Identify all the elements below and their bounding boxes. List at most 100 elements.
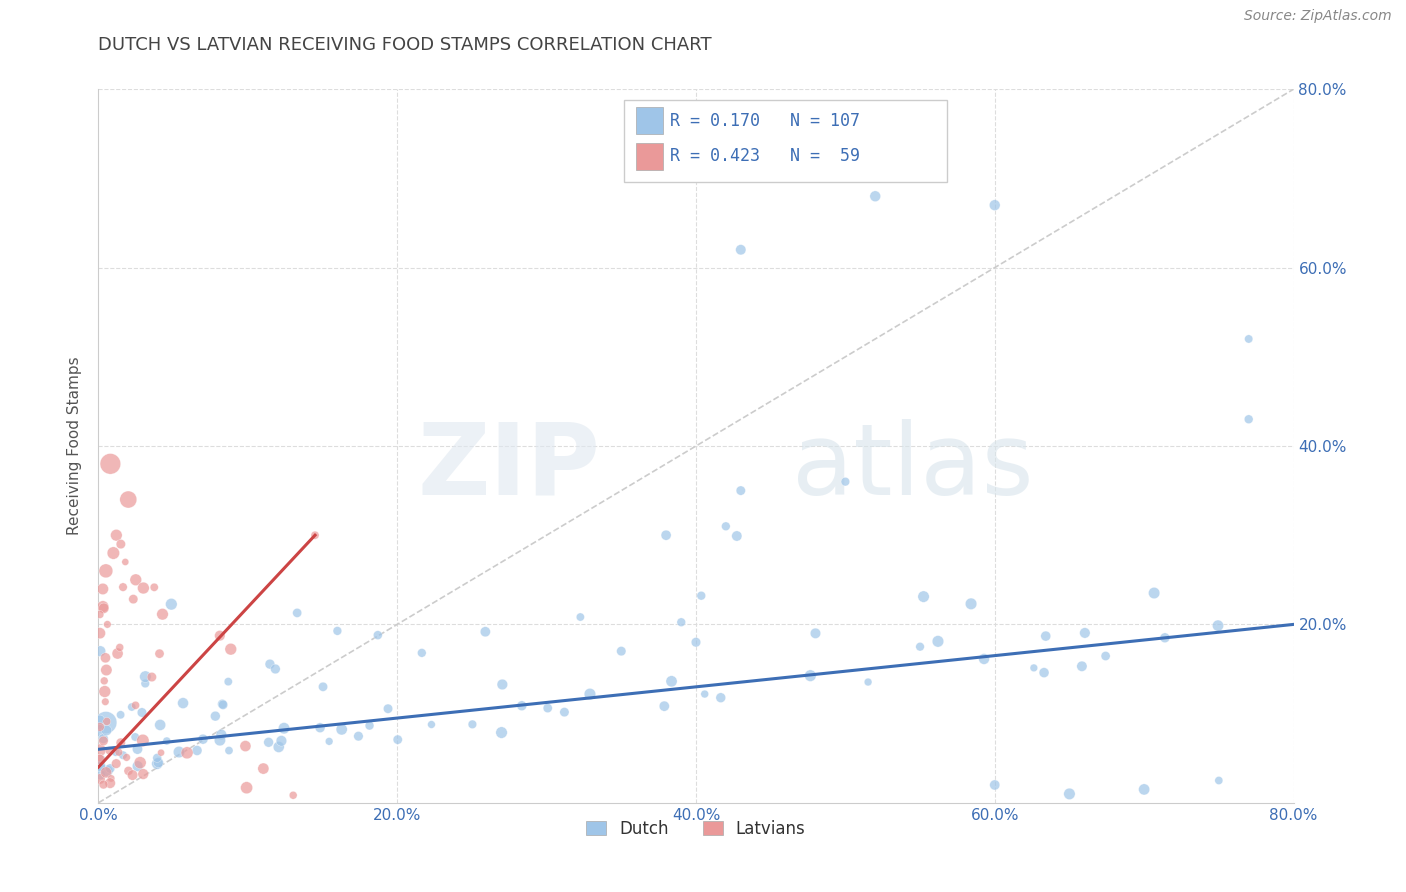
- Point: [94, 564, 117, 578]
- Point: [110, 707, 132, 722]
- Point: [359, 718, 381, 732]
- Point: [93, 734, 115, 748]
- Point: [474, 624, 496, 639]
- Point: [112, 580, 135, 594]
- Point: [127, 759, 149, 773]
- Point: [693, 687, 716, 701]
- Point: [912, 590, 935, 604]
- Point: [103, 546, 125, 560]
- Point: [252, 762, 274, 776]
- Point: [1070, 659, 1092, 673]
- Point: [105, 528, 128, 542]
- Point: [89, 720, 111, 734]
- Point: [89, 626, 111, 640]
- Point: [799, 668, 821, 682]
- Point: [100, 772, 122, 786]
- Point: [1022, 661, 1045, 675]
- Point: [121, 768, 143, 782]
- Point: [730, 483, 752, 498]
- Point: [146, 751, 169, 765]
- Point: [110, 537, 132, 551]
- Point: [117, 764, 139, 778]
- Point: [834, 475, 856, 489]
- Point: [1237, 332, 1260, 346]
- Point: [98, 762, 121, 776]
- Point: [96, 617, 118, 632]
- Point: [160, 597, 183, 611]
- Point: [235, 780, 257, 795]
- Point: [148, 756, 170, 770]
- Point: [94, 765, 117, 780]
- Point: [111, 748, 134, 763]
- Point: [1074, 626, 1097, 640]
- Point: [685, 635, 707, 649]
- Point: [671, 615, 693, 630]
- Point: [367, 628, 389, 642]
- Point: [377, 702, 399, 716]
- Point: [209, 728, 232, 742]
- Point: [927, 634, 949, 648]
- Point: [150, 746, 173, 760]
- Point: [191, 732, 214, 747]
- Point: [98, 457, 122, 471]
- Point: [491, 725, 513, 739]
- Point: [960, 597, 983, 611]
- Text: R = 0.423   N =  59: R = 0.423 N = 59: [669, 147, 859, 165]
- Point: [98, 776, 121, 790]
- Point: [730, 243, 752, 257]
- Point: [98, 744, 121, 758]
- Point: [186, 743, 208, 757]
- Point: [108, 640, 131, 655]
- Point: [156, 734, 179, 748]
- Point: [714, 519, 737, 533]
- Point: [89, 772, 111, 786]
- Point: [105, 756, 128, 771]
- Point: [973, 652, 995, 666]
- Point: [96, 663, 118, 677]
- Point: [143, 580, 166, 594]
- Text: DUTCH VS LATVIAN RECEIVING FOOD STAMPS CORRELATION CHART: DUTCH VS LATVIAN RECEIVING FOOD STAMPS C…: [98, 36, 711, 54]
- Point: [91, 599, 114, 614]
- Point: [117, 492, 139, 507]
- Point: [411, 646, 433, 660]
- Point: [1133, 782, 1156, 797]
- Point: [115, 750, 138, 764]
- Point: [318, 734, 340, 748]
- Point: [537, 701, 560, 715]
- Point: [212, 698, 235, 712]
- Point: [347, 729, 370, 743]
- Point: [124, 698, 146, 713]
- Point: [93, 778, 115, 792]
- Point: [148, 647, 170, 661]
- Point: [856, 675, 879, 690]
- Point: [89, 644, 111, 658]
- Point: [93, 601, 115, 615]
- Point: [461, 717, 484, 731]
- Point: [89, 607, 111, 622]
- Point: [1035, 629, 1057, 643]
- Point: [309, 721, 332, 735]
- Point: [146, 756, 169, 771]
- Point: [114, 555, 136, 569]
- Point: [89, 751, 111, 765]
- Point: [110, 736, 132, 750]
- Point: [1094, 648, 1116, 663]
- Point: [89, 743, 111, 757]
- Point: [89, 722, 111, 736]
- Point: [283, 789, 305, 803]
- Point: [104, 745, 127, 759]
- Point: [93, 673, 115, 688]
- Point: [89, 768, 111, 782]
- Point: [217, 674, 239, 689]
- Point: [167, 745, 190, 759]
- Point: [264, 662, 287, 676]
- Point: [908, 640, 931, 654]
- Point: [569, 610, 592, 624]
- Point: [553, 705, 575, 719]
- Point: [387, 732, 409, 747]
- Point: [710, 690, 733, 705]
- Point: [1237, 412, 1260, 426]
- Point: [273, 721, 295, 735]
- Point: [235, 739, 257, 753]
- Point: [89, 726, 111, 740]
